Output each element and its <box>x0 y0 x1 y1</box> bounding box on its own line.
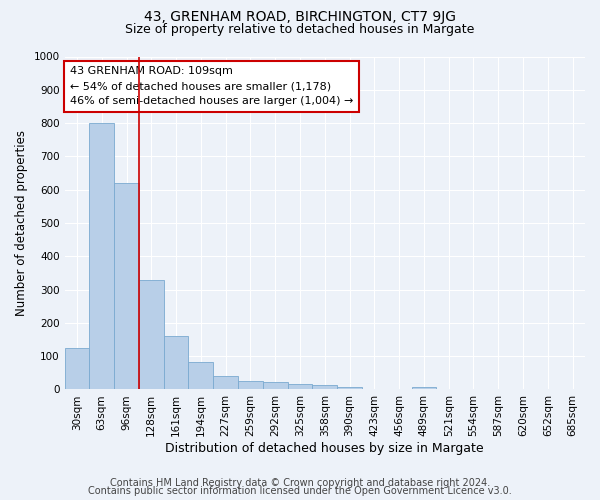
Bar <box>89 123 114 390</box>
Bar <box>313 385 337 390</box>
Bar <box>337 388 362 390</box>
Bar <box>238 381 263 390</box>
Text: Contains HM Land Registry data © Crown copyright and database right 2024.: Contains HM Land Registry data © Crown c… <box>110 478 490 488</box>
Y-axis label: Number of detached properties: Number of detached properties <box>15 130 28 316</box>
Text: Contains public sector information licensed under the Open Government Licence v3: Contains public sector information licen… <box>88 486 512 496</box>
Bar <box>188 362 213 390</box>
X-axis label: Distribution of detached houses by size in Margate: Distribution of detached houses by size … <box>166 442 484 455</box>
Bar <box>164 336 188 390</box>
Bar <box>263 382 287 390</box>
Bar <box>412 387 436 390</box>
Bar <box>65 348 89 390</box>
Text: 43 GRENHAM ROAD: 109sqm
← 54% of detached houses are smaller (1,178)
46% of semi: 43 GRENHAM ROAD: 109sqm ← 54% of detache… <box>70 66 353 106</box>
Bar <box>287 384 313 390</box>
Text: Size of property relative to detached houses in Margate: Size of property relative to detached ho… <box>125 22 475 36</box>
Text: 43, GRENHAM ROAD, BIRCHINGTON, CT7 9JG: 43, GRENHAM ROAD, BIRCHINGTON, CT7 9JG <box>144 10 456 24</box>
Bar <box>139 280 164 390</box>
Bar <box>213 376 238 390</box>
Bar <box>114 183 139 390</box>
